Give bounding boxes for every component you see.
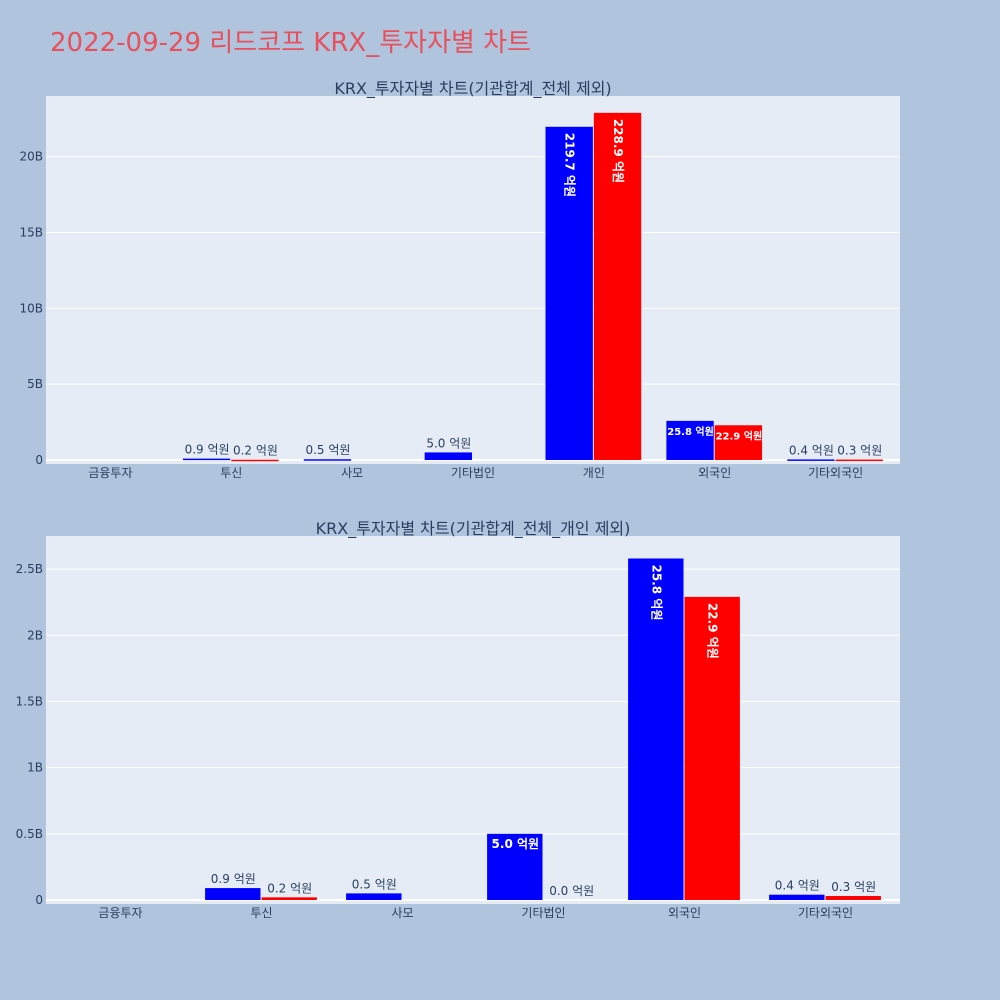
chart-title: KRX_투자자별 차트(기관합계_전체_개인 제외) [316, 519, 631, 539]
x-tick-label: 사모 [391, 906, 413, 920]
chart-panel-2: 0 0.5B 1B 1.5B 2B 2.5B KRX_투자자별 차트(기관합계_전체_개인 … [16, 519, 900, 920]
bar [261, 897, 317, 900]
data-label: 5.0 억원 [492, 837, 540, 851]
plot-area [46, 96, 900, 464]
data-label: 0.5 억원 [352, 877, 397, 891]
data-label: 22.9 억원 [706, 603, 720, 659]
y-tick-label: 0 [35, 893, 43, 907]
x-tick-label: 기타법인 [451, 466, 495, 480]
bar [346, 893, 402, 900]
y-tick-label: 1B [27, 761, 43, 775]
y-tick-label: 0 [35, 453, 43, 467]
x-tick-label: 기타법인 [521, 906, 565, 920]
data-label: 219.7 억원 [563, 133, 577, 197]
data-label: 228.9 억원 [611, 119, 625, 183]
data-label: 0.4 억원 [775, 879, 820, 893]
bar [825, 896, 881, 900]
bar [231, 459, 279, 462]
bar [303, 459, 352, 461]
data-label: 0.3 억원 [837, 444, 882, 458]
data-label: 5.0 억원 [426, 436, 471, 450]
y-tick-label: 20B [19, 150, 43, 164]
bar [593, 112, 642, 461]
chart-panel-1: 0 5B 10B 15B 20B KRX_투자자별 차트(기관합계_전체 제외) 금융투자 투… [19, 79, 900, 480]
x-tick-label: 금융투자 [88, 466, 132, 480]
bar [714, 425, 763, 460]
data-label: 0.5 억원 [305, 443, 350, 457]
x-tick-label: 외국인 [668, 906, 701, 920]
y-tick-label: 0.5B [16, 827, 43, 841]
x-tick-label: 투신 [250, 906, 272, 920]
x-tick-label: 금융투자 [98, 906, 142, 920]
x-tick-label: 개인 [583, 466, 605, 480]
data-label: 0.2 억원 [267, 881, 312, 895]
bar [666, 420, 714, 460]
y-tick-label: 2B [27, 628, 43, 642]
data-label: 0.0 억원 [549, 884, 594, 898]
data-label: 0.9 억원 [211, 872, 256, 886]
y-tick-label: 5B [27, 377, 43, 391]
bar [787, 459, 835, 461]
data-label: 25.8 억원 [667, 425, 714, 438]
y-tick-label: 2.5B [16, 562, 43, 576]
plot-area [46, 536, 900, 904]
data-label: 0.3 억원 [831, 880, 876, 894]
bar [628, 558, 684, 900]
y-tick-label: 1.5B [16, 694, 43, 708]
x-tick-label: 외국인 [698, 466, 731, 480]
bar [684, 596, 740, 900]
bar [424, 452, 472, 460]
data-label: 22.9 억원 [716, 429, 763, 442]
data-label: 0.4 억원 [789, 443, 834, 457]
data-label: 0.2 억원 [233, 444, 278, 458]
y-tick-label: 10B [19, 301, 43, 315]
bar [487, 833, 543, 900]
bar [545, 126, 593, 460]
x-tick-label: 기타외국인 [808, 466, 863, 480]
chart-title: KRX_투자자별 차트(기관합계_전체 제외) [334, 79, 611, 99]
x-tick-label: 투신 [220, 466, 242, 480]
bar [769, 894, 825, 900]
y-tick-label: 15B [19, 226, 43, 240]
page-title: 2022-09-29 리드코프 KRX_투자자별 차트 [50, 28, 532, 58]
data-label: 25.8 억원 [649, 565, 663, 621]
bar [205, 888, 261, 900]
bar [835, 459, 883, 462]
bar [182, 458, 231, 461]
x-tick-label: 기타외국인 [798, 906, 853, 920]
data-label: 0.9 억원 [185, 443, 230, 457]
x-tick-label: 사모 [341, 466, 363, 480]
